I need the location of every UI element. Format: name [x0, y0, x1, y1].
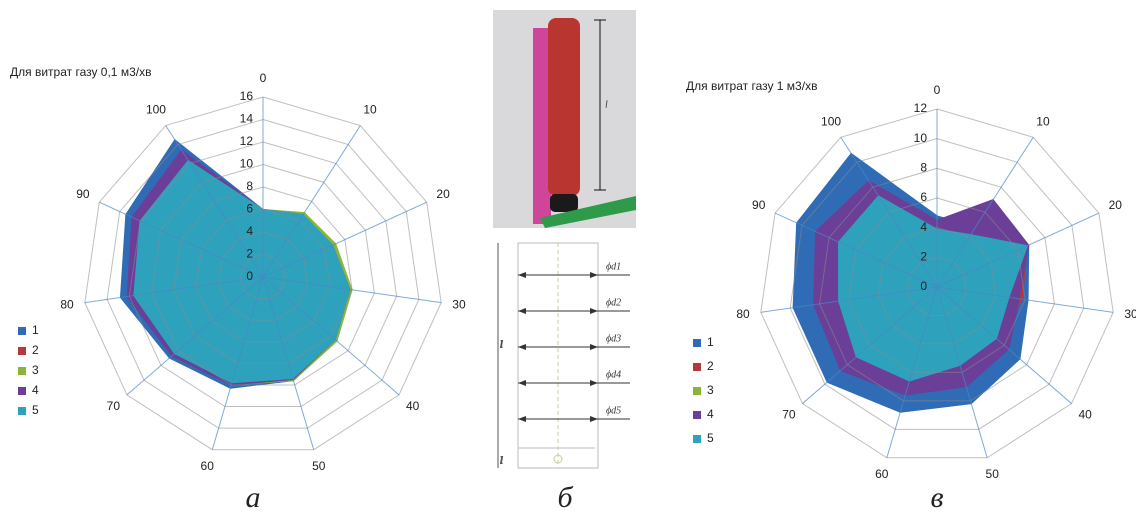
category-label: 80: [60, 297, 74, 311]
legend-label: 3: [707, 383, 714, 397]
category-label: 100: [146, 103, 166, 117]
category-label: 30: [452, 297, 466, 311]
category-label: 50: [312, 459, 326, 473]
r-tick-label: 0: [246, 269, 253, 283]
legend-label: 5: [32, 403, 39, 417]
category-label: 50: [986, 467, 1000, 481]
category-label: 60: [875, 467, 889, 481]
arrow: [518, 380, 526, 386]
arrow: [518, 272, 526, 278]
black-cap: [550, 194, 578, 212]
arrow: [518, 344, 526, 350]
legend-swatch: [693, 435, 701, 443]
arrow: [590, 272, 598, 278]
legend-label: 4: [707, 407, 714, 421]
arrow: [518, 416, 526, 422]
r-tick-label: 16: [240, 89, 254, 103]
category-label: 10: [1036, 114, 1050, 128]
category-label: 10: [363, 103, 377, 117]
diameter-label: ϕd2: [606, 297, 621, 308]
r-tick-label: 4: [246, 224, 253, 238]
diagram: l l: [498, 243, 630, 468]
r-tick-label: 8: [920, 161, 927, 175]
legend-label: 1: [32, 323, 39, 337]
legend-swatch: [693, 387, 701, 395]
diameter-label: ϕd5: [606, 405, 621, 416]
r-tick-label: 6: [920, 190, 927, 204]
r-tick-label: 12: [240, 134, 254, 148]
r-tick-label: 6: [246, 202, 253, 216]
legend-label: 1: [707, 335, 714, 349]
category-label: 40: [406, 399, 420, 413]
caption: б: [557, 481, 573, 514]
legend-label: 2: [32, 343, 39, 357]
r-tick-label: 14: [240, 112, 254, 126]
legend-swatch: [18, 367, 26, 375]
category-label: 20: [436, 187, 450, 201]
category-label: 0: [260, 71, 267, 85]
category-label: 0: [934, 83, 941, 97]
arrow: [590, 416, 598, 422]
photo: l: [493, 10, 636, 228]
figure: l l l б ϕd1ϕd2ϕd3ϕd4ϕd501020304050607080…: [0, 0, 1136, 519]
category-label: 60: [201, 459, 215, 473]
category-label: 30: [1124, 307, 1136, 321]
legend-label: 3: [32, 363, 39, 377]
arrow: [590, 344, 598, 350]
end-label: l: [500, 455, 503, 466]
r-tick-label: 8: [246, 179, 253, 193]
length-label: l: [500, 339, 503, 350]
r-tick-label: 12: [914, 101, 928, 115]
arrow: [590, 308, 598, 314]
category-label: 70: [107, 399, 121, 413]
legend-swatch: [693, 411, 701, 419]
category-label: 80: [736, 307, 750, 321]
r-tick-label: 2: [920, 250, 927, 264]
diameter-label: ϕd3: [606, 333, 621, 344]
r-tick-label: 10: [240, 157, 254, 171]
category-label: 40: [1078, 408, 1092, 422]
legend-label: 5: [707, 431, 714, 445]
red-cylinder: [548, 18, 580, 196]
legend-label: 2: [707, 359, 714, 373]
arrow: [518, 308, 526, 314]
caption: а: [246, 481, 261, 514]
diameter-label: ϕd1: [606, 261, 621, 272]
legend-label: 4: [32, 383, 39, 397]
category-label: 90: [76, 187, 90, 201]
r-tick-label: 0: [920, 279, 927, 293]
legend-swatch: [18, 407, 26, 415]
legend-swatch: [693, 363, 701, 371]
category-label: 70: [782, 408, 796, 422]
chart-title: Для витрат газу 1 м3/хв: [686, 79, 817, 93]
caption: в: [930, 481, 943, 514]
category-label: 20: [1109, 198, 1123, 212]
category-label: 90: [752, 198, 766, 212]
arrow: [590, 380, 598, 386]
r-tick-label: 10: [914, 131, 928, 145]
category-label: 100: [821, 114, 841, 128]
photo-label: l: [605, 99, 608, 110]
legend-swatch: [693, 339, 701, 347]
legend-swatch: [18, 347, 26, 355]
r-tick-label: 4: [920, 220, 927, 234]
legend-swatch: [18, 327, 26, 335]
r-tick-label: 2: [246, 247, 253, 261]
chart-title: Для витрат газу 0,1 м3/хв: [10, 65, 151, 79]
diameter-label: ϕd4: [606, 369, 621, 380]
legend-swatch: [18, 387, 26, 395]
